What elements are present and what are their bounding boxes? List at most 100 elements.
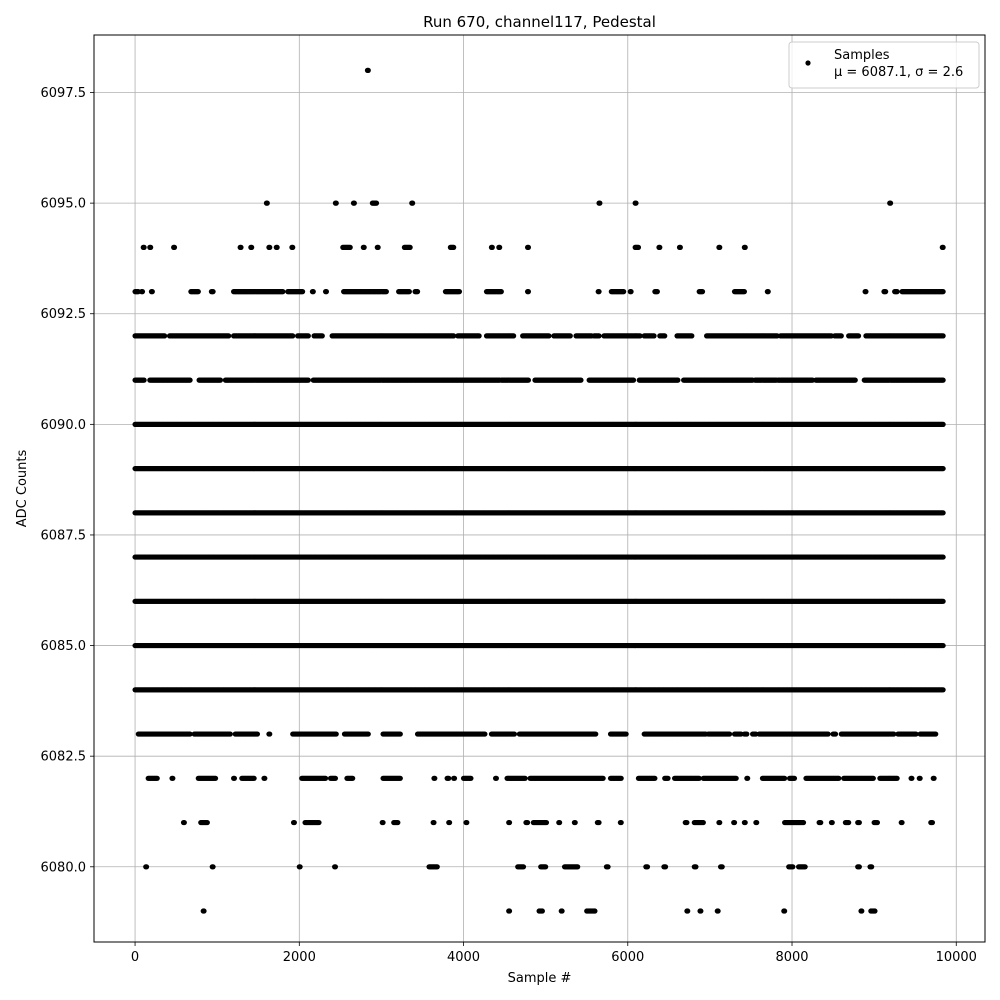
data-point <box>395 819 401 826</box>
data-point <box>874 819 881 826</box>
data-point <box>717 819 723 826</box>
data-point <box>204 819 210 826</box>
data-point <box>832 731 839 737</box>
data-point <box>297 864 303 870</box>
data-point <box>170 775 176 781</box>
chart-title: Run 670, channel117, Pedestal <box>423 13 656 31</box>
data-point <box>493 775 499 781</box>
data-point <box>754 819 760 826</box>
data-point <box>143 864 150 870</box>
data-point <box>506 819 513 826</box>
data-point <box>522 775 528 781</box>
data-point <box>727 731 733 737</box>
data-point <box>557 819 563 826</box>
data-point <box>782 908 788 914</box>
data-point <box>468 775 474 781</box>
data-point <box>543 819 550 826</box>
data-point <box>940 642 946 649</box>
data-point <box>322 775 329 781</box>
data-point <box>733 775 739 781</box>
data-point <box>870 775 876 781</box>
data-point <box>836 775 842 781</box>
data-point <box>201 908 207 914</box>
data-point <box>744 731 750 737</box>
data-point <box>593 731 599 737</box>
data-point <box>825 731 831 737</box>
data-point <box>559 908 565 914</box>
data-point <box>719 864 725 870</box>
data-point <box>511 731 518 737</box>
data-point <box>818 819 824 826</box>
data-point <box>596 819 602 826</box>
data-point <box>909 775 915 781</box>
data-point <box>715 908 721 914</box>
data-point <box>829 819 835 826</box>
data-point <box>316 819 322 826</box>
data-point <box>652 775 658 781</box>
data-point <box>931 775 937 781</box>
data-point <box>791 775 798 781</box>
data-point <box>380 819 386 826</box>
data-point <box>506 908 513 914</box>
data-point <box>432 775 438 781</box>
data-point <box>693 864 699 870</box>
data-point <box>790 864 796 870</box>
data-point <box>856 864 862 870</box>
data-point <box>698 908 704 914</box>
data-point <box>187 731 193 737</box>
data-point <box>600 775 606 781</box>
data-point <box>332 864 339 870</box>
data-point <box>662 864 669 870</box>
data-point <box>181 819 187 826</box>
data-point <box>254 731 261 737</box>
data-point <box>575 864 581 870</box>
data-point <box>856 819 862 826</box>
data-point <box>332 775 339 781</box>
data-point <box>618 775 624 781</box>
data-point <box>539 908 545 914</box>
data-point <box>212 775 219 781</box>
data-point <box>464 819 470 826</box>
data-point <box>524 819 531 826</box>
data-point <box>894 775 900 781</box>
data-point <box>644 864 651 870</box>
data-point <box>742 819 748 826</box>
data-point <box>869 864 875 870</box>
data-point <box>859 908 865 914</box>
data-point <box>685 908 691 914</box>
data-point <box>210 864 216 870</box>
data-point <box>291 819 297 826</box>
data-point <box>520 864 527 870</box>
data-point <box>940 598 946 604</box>
data-point <box>731 819 738 826</box>
data-point <box>700 819 706 826</box>
data-point <box>482 731 488 737</box>
data-point <box>800 819 807 826</box>
data-point <box>940 687 946 693</box>
data-point <box>605 864 611 870</box>
data-point <box>251 775 257 781</box>
data-point <box>397 775 403 781</box>
data-point <box>665 775 671 781</box>
data-point <box>451 775 458 781</box>
data-point <box>262 775 268 781</box>
data-point <box>899 819 905 826</box>
data-point <box>623 731 629 737</box>
data-point <box>446 819 453 826</box>
data-point <box>397 731 403 737</box>
data-point <box>696 775 702 781</box>
data-point <box>846 819 852 826</box>
data-point <box>872 908 878 914</box>
data-point <box>446 775 452 781</box>
data-point <box>267 731 273 737</box>
data-point <box>745 775 751 781</box>
data-point <box>543 864 549 870</box>
data-point <box>154 775 160 781</box>
data-point <box>917 775 923 781</box>
data-point <box>618 819 624 826</box>
data-point <box>572 819 578 826</box>
data-point <box>333 731 339 737</box>
data-point <box>431 819 437 826</box>
